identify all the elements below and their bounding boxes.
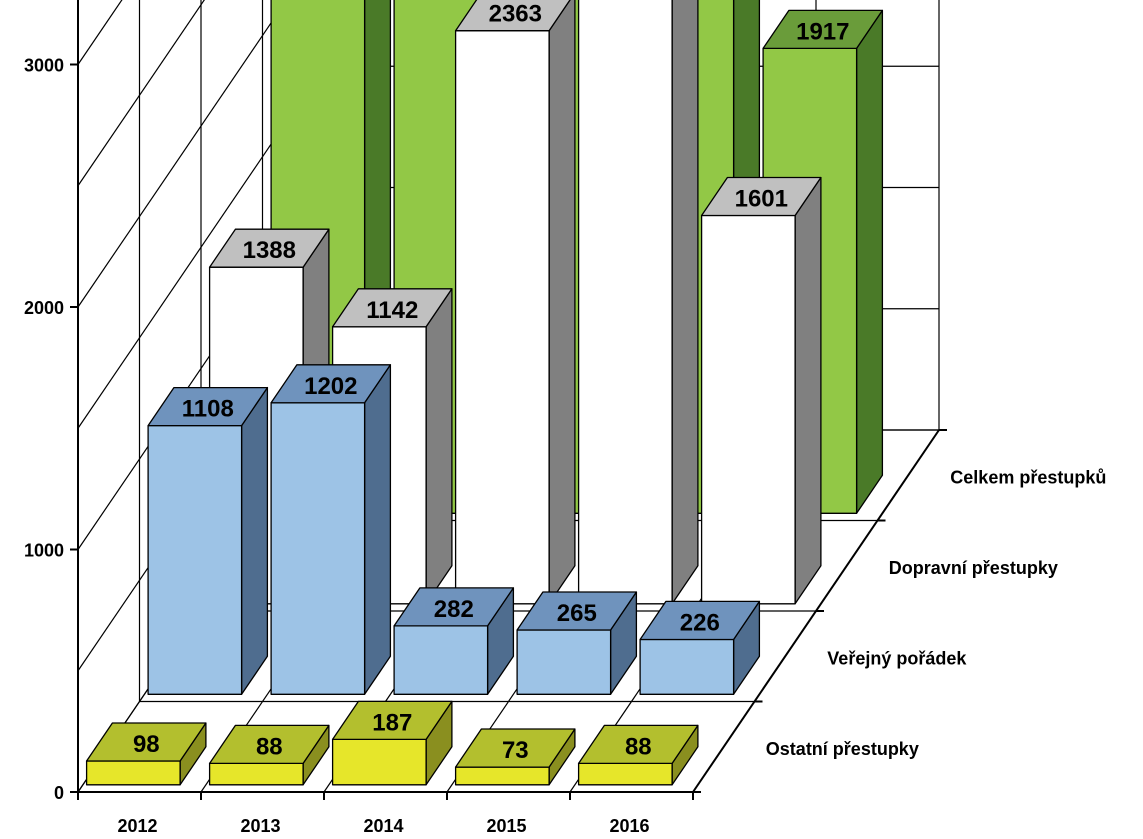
bar: 282 [393,587,515,695]
series-label: Celkem přestupků [950,467,1106,487]
bar: 226 [639,600,761,695]
bar-side-face [671,0,699,605]
bar-top-face [700,176,822,217]
series-label: Ostatní přestupky [766,739,919,759]
bar-data-label: 88 [256,733,283,760]
bar: 187 [331,700,453,786]
bar-side-face [794,176,822,605]
x-tick-label: 2016 [609,816,649,836]
bar-side-face [855,9,884,514]
bar-side-face [548,0,576,605]
bar: 1202 [270,364,392,695]
bar-front-face [700,214,796,605]
bar-side-face [425,288,453,605]
bar-top-face [208,228,330,268]
bar-data-label: 1601 [735,186,788,213]
bar-front-face [208,762,304,786]
bar-data-label: 1108 [182,396,234,423]
bar-data-label: 73 [502,737,529,764]
bar: 1108 [147,386,269,695]
bar-data-label: 1202 [304,373,357,400]
bar-front-face [331,738,427,786]
bar: 1601 [700,176,822,605]
y-tick-label: 1000 [24,541,64,561]
side-wall-gridline [77,0,123,65]
bar-data-label: 98 [133,731,160,758]
bar-top-face [85,722,207,762]
bar-side-face [363,364,392,695]
bar: 88 [208,724,330,786]
y-tick-label: 3000 [24,56,64,76]
axes: 0 1000 2000 3000 2012 2013 2014 2015 2016 Ostatní… [24,0,1106,836]
bar-front-face [577,762,673,786]
bar-top-face [331,288,453,328]
x-tick-label: 2012 [117,816,157,836]
bar-data-label: 265 [557,600,597,627]
bar-front-face [85,760,181,786]
bar-top-face [639,600,761,641]
bar: 265 [516,591,638,695]
bar-front-face [639,638,735,695]
bar-top-face [762,9,884,50]
bar: 98 [85,722,207,786]
bar: 3009 [577,0,699,605]
x-tick-label: 2015 [486,816,526,836]
bar-data-label: 88 [625,733,652,760]
bar: 88 [577,724,699,786]
bar: 73 [454,728,576,786]
bar-data-label: 187 [372,709,412,736]
bar-top-face [454,0,571,32]
series-label: Dopravní přestupky [889,558,1058,578]
bar-top-face [516,591,638,631]
bar-top-face [454,728,576,768]
bar-data-label: 2363 [489,1,542,28]
y-tick-label: 0 [54,783,64,803]
bar-top-face [393,587,515,627]
bar-top-face [147,386,269,427]
bar-data-label: 1142 [366,297,418,324]
bar-data-label: 282 [434,596,474,623]
bar-front-face [393,625,489,695]
bar-data-label: 1388 [243,237,296,264]
bar-front-face [454,30,550,605]
bar-front-face [516,629,612,695]
series-label: Veřejný pořádek [827,648,967,668]
x-tick-label: 2014 [363,816,403,836]
bar-front-face [270,402,366,695]
bar-top-face [331,700,453,741]
bar-front-face [147,424,243,695]
bar-top-face [577,724,699,765]
bar-data-label: 226 [680,610,720,637]
bar: 2363 [454,0,576,605]
bar-front-face [454,766,550,786]
bar-front-face [577,0,673,605]
bar-data-label: 1917 [796,18,849,45]
bar-top-face [208,724,330,765]
bar-top-face [270,364,392,404]
bar-side-face [240,386,269,695]
bars: 2594243228323347191713881142236330091601… [85,0,884,786]
x-tick-label: 2013 [240,816,280,836]
y-tick-label: 2000 [24,298,64,318]
